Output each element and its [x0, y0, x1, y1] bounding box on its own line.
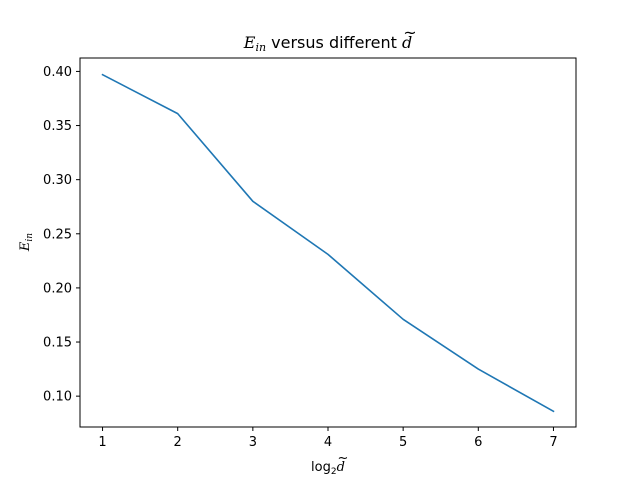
chart-title-rest: versus different: [266, 33, 402, 52]
series-layer: [101, 73, 555, 413]
y-tick-label: 0.20: [43, 281, 72, 296]
y-tick-label: 0.15: [43, 336, 72, 351]
x-tick-label: 1: [98, 435, 106, 450]
plot-frame: [79, 57, 577, 428]
y-tick-label: 0.30: [43, 173, 72, 188]
y-tick-label: 0.35: [43, 119, 72, 134]
x-axis-label-subscript: 2: [331, 467, 337, 477]
chart-title-main-subscript: in: [255, 41, 266, 54]
x-axis-ticks: 1 2 3 4 5 6 7: [98, 427, 558, 450]
chart-title-symbol: d: [402, 33, 412, 52]
x-tick-label: 2: [174, 435, 182, 450]
y-axis-label: Ein: [18, 233, 35, 252]
chart-title-main: E: [243, 33, 256, 52]
plot-area: [80, 58, 576, 427]
y-axis-ticks: 0.10 0.15 0.20 0.25 0.30 0.35 0.40: [43, 65, 80, 405]
x-tick-label: 3: [249, 435, 257, 450]
y-tick-label: 0.25: [43, 227, 72, 242]
x-axis-label-symbol: d: [337, 460, 345, 475]
x-axis-label: log2d: [311, 460, 345, 477]
x-axis-label-prefix: log: [311, 460, 331, 475]
y-axis-label-subscript: in: [25, 233, 35, 242]
series-line: [101, 73, 555, 413]
y-tick-label: 0.40: [43, 65, 72, 80]
chart-title: Ein versus different d: [243, 33, 412, 54]
x-tick-label: 6: [474, 435, 482, 450]
x-tick-label: 5: [399, 435, 407, 450]
y-tick-label: 0.10: [43, 390, 72, 405]
x-tick-label: 4: [324, 435, 332, 450]
y-axis-label-main: E: [18, 241, 33, 252]
x-tick-label: 7: [549, 435, 557, 450]
x-axis-label-symbol-accent: ~: [338, 451, 349, 466]
chart-title-symbol-accent: ~: [403, 23, 416, 42]
